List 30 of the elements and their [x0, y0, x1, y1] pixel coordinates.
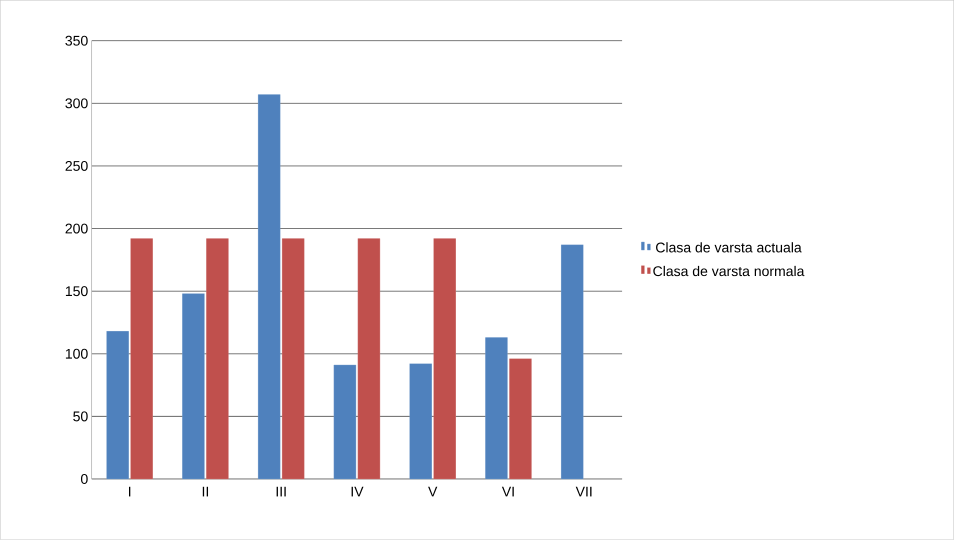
- bar: [182, 294, 205, 480]
- bar: [282, 238, 304, 480]
- x-tick-label: VI: [502, 486, 514, 497]
- bar: [106, 331, 129, 480]
- y-tick-label: 100: [66, 348, 88, 359]
- legend-label: Clasa de varsta normala: [653, 266, 804, 276]
- x-tick-label: V: [428, 486, 438, 497]
- y-tick-label: 150: [66, 286, 88, 296]
- bar: [358, 238, 380, 480]
- y-tick-label: 250: [66, 161, 88, 172]
- x-tick-label: III: [276, 486, 286, 497]
- x-tick-label: IV: [352, 486, 364, 497]
- y-tick-label: 200: [66, 224, 88, 234]
- y-tick-label: 350: [65, 36, 88, 46]
- bar: [561, 244, 584, 480]
- x-tick-label: VII: [576, 486, 592, 497]
- bar: [509, 358, 532, 480]
- bar: [206, 238, 229, 480]
- legend-label: Clasa de varsta actuala: [656, 242, 802, 253]
- bar: [485, 337, 508, 480]
- y-tick-label: 0: [80, 474, 88, 484]
- bar: [433, 238, 456, 480]
- x-tick-label: II: [202, 486, 208, 497]
- x-tick-label: I: [128, 486, 130, 497]
- bar: [334, 364, 356, 480]
- y-tick-label: 300: [65, 98, 88, 108]
- bar: [258, 94, 280, 480]
- y-tick-label: 50: [73, 412, 88, 422]
- bar: [130, 238, 153, 480]
- bar: [409, 364, 432, 480]
